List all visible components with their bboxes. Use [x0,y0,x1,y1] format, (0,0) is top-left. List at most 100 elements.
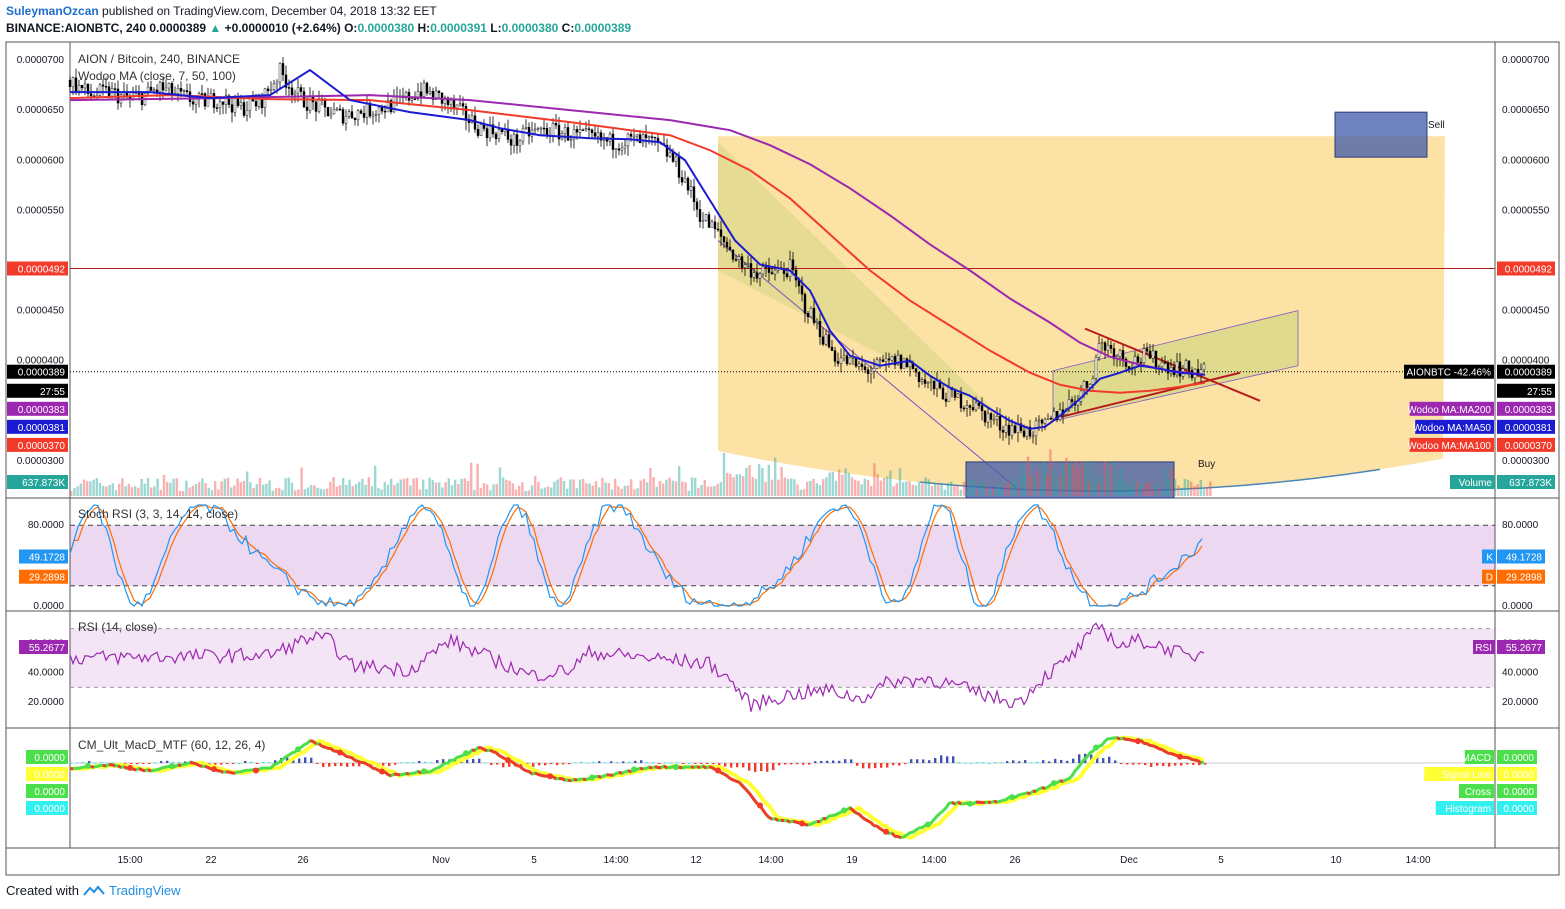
macd-histogram-bar [532,763,535,767]
volume-bar [300,467,303,496]
volume-bar [854,479,857,496]
candle-down [1178,361,1182,377]
volume-bar [972,480,975,496]
volume-bar [1026,456,1030,496]
macd-histogram-bar [910,759,913,763]
macd-histogram-bar [160,761,163,763]
candle-down [863,366,867,370]
candle-down [461,103,465,107]
volume-bar [470,462,473,496]
created-with: Created with [6,883,79,898]
volume-bar [214,481,217,496]
candle-down [728,246,732,251]
macd-histogram-bar [772,763,775,771]
x-tick: 5 [1218,855,1224,866]
macd-histogram-bar [892,763,895,766]
candle-down [74,77,78,92]
macd-histogram-bar [856,763,859,766]
macd-histogram-bar [328,763,331,767]
macd-right-tag-bg [1459,784,1494,798]
macd-right-value-bg [1497,801,1537,815]
volume-bar [473,489,476,496]
tradingview-link[interactable]: TradingView [108,883,181,898]
volume-bar [911,484,914,496]
candle-up [551,123,555,137]
macd-cross-dot [631,766,637,773]
candle-up [920,379,924,382]
stoch-rsi-pane[interactable]: 80.0000 80.0000 0.0000 0.0000 Stoch RSI (3, … [19,504,1545,612]
volume-bar [1004,484,1007,496]
candle-down [587,128,591,130]
candle-up [182,90,186,92]
macd-cross-dot [379,768,385,775]
volume-bar [588,483,591,496]
candle-up [608,133,612,142]
candle-up [1091,378,1095,385]
candle-down [101,84,105,87]
volume-bar [89,481,92,496]
candle-down [785,273,789,278]
candle-down [932,380,936,390]
candle-up [365,102,369,118]
macd-histogram-bar [952,756,955,763]
volume-bar [687,490,690,496]
volume-bar [898,468,902,496]
volume-bar [943,489,946,496]
volume-bar [1106,469,1110,496]
rsi-tag-bg [1473,640,1495,654]
volume-bar [1119,468,1122,496]
volume-bar [124,486,127,496]
volume-bar [646,482,649,496]
volume-bar [1151,489,1154,496]
candle-down [980,405,984,412]
time-axis[interactable]: 15:00 22 26 Nov 5 14:00 12 14:00 19 14:00 26 Dec 5 10… [117,855,1430,866]
volume-bar [847,472,850,496]
volume-bar [841,474,844,496]
volume-bar [316,487,319,496]
candle-up [1043,418,1047,424]
macd-histogram-bar [466,759,469,763]
candle-up [1082,381,1086,392]
macd-histogram-bar [808,763,811,765]
candle-down [812,307,816,324]
candle-down [962,407,966,410]
candle-up [569,139,573,141]
candle-up [773,270,777,275]
candle-down [653,136,657,139]
rsi-y-tick-right: 20.0000 [1502,697,1539,708]
author-link[interactable]: SuleymanOzcan [6,4,99,18]
volume-bar [1074,461,1078,496]
volume-bar [1145,483,1148,496]
macd-pane[interactable]: CM_Ult_MacD_MTF (60, 12, 26, 4) 0.0000 MAC… [26,735,1537,840]
macd-left-value-bg [26,767,68,781]
volume-bar [1148,481,1151,496]
candle-up [647,136,651,139]
volume-bar [386,484,390,496]
macd-histogram-bar [1012,760,1015,763]
volume-bar [92,479,95,496]
stoch-k-left-bg [19,549,68,564]
volume-bar [233,485,236,496]
volume-bar [534,475,537,496]
volume-bar [454,479,457,496]
candle-up [1202,363,1206,371]
price-pane[interactable]: 0.0000700 0.0000700 0.0000650 0.0000650 0.00… [7,52,1555,499]
candle-down [500,129,504,132]
volume-bar [364,484,367,496]
rsi-pane[interactable]: 60.000060.000040.000040.000020.000020.00… [19,620,1545,712]
candle-down [266,88,270,92]
candle-down [464,106,468,121]
macd-cross-dot [757,802,763,809]
candle-down [977,402,981,406]
macd-cross-dot [1093,744,1099,751]
candle-down [149,86,153,91]
low-value: 0.0000380 [501,21,559,35]
right-price-label: 0.0000370 [1505,441,1553,452]
candle-up [344,116,348,124]
candle-down [86,83,90,94]
volume-bar [908,481,911,496]
macd-histogram-bar [484,762,487,764]
macd-histogram-bar [172,761,175,763]
candle-down [800,285,804,295]
